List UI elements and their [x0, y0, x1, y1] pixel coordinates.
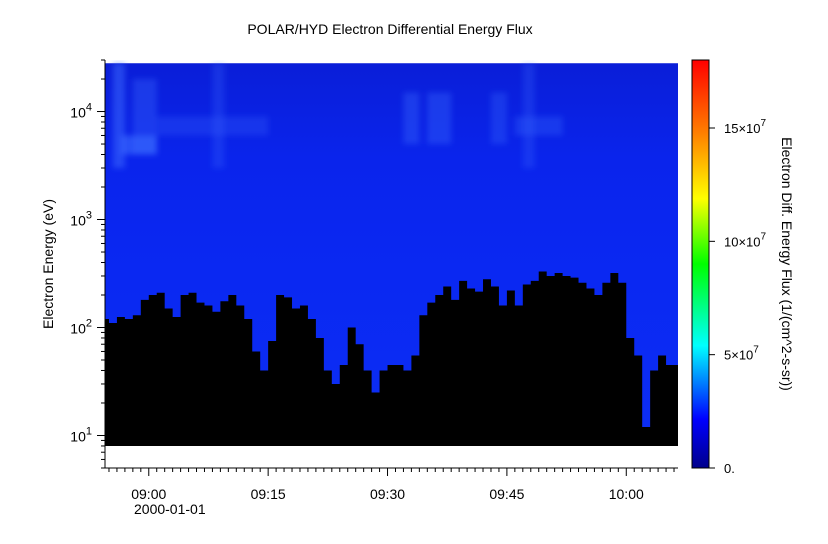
colorbar-frame	[691, 59, 710, 469]
x-tick-label: 09:30	[370, 486, 405, 502]
x-date-label: 2000-01-01	[134, 501, 206, 517]
flux-patch	[522, 63, 535, 168]
flux-patch	[427, 92, 452, 145]
y-tick-label: 102	[70, 318, 92, 337]
colorbar-label: Electron Diff. Energy Flux (1/(cm^2-s-sr…	[779, 137, 795, 391]
colorbar-tick-label: 5×107	[724, 345, 759, 363]
y-axis-label: Electron Energy (eV)	[40, 199, 56, 329]
flux-patch	[403, 92, 420, 145]
chart-title: POLAR/HYD Electron Differential Energy F…	[247, 21, 532, 37]
flux-patch	[514, 116, 563, 136]
flux-patch	[112, 63, 125, 168]
colorbar-tick-label: 0.	[724, 461, 735, 476]
colorbar-tick-label: 15×107	[724, 118, 767, 136]
x-tick-label: 09:15	[251, 486, 286, 502]
low-energy-cutoff-region	[105, 271, 678, 446]
flux-patch	[120, 135, 157, 155]
x-tick-label: 09:00	[131, 486, 166, 502]
y-tick-label: 101	[70, 425, 92, 444]
y-axis: 101 102 103 104	[70, 59, 106, 469]
flux-patch	[490, 92, 507, 145]
flux-enhancements	[112, 63, 563, 168]
y-tick-label: 104	[70, 102, 92, 121]
y-tick-label: 103	[70, 210, 92, 229]
flux-patch	[212, 63, 225, 168]
colorbar-axis: 0. 5×107 10×107 15×107	[691, 59, 767, 476]
colorbar-tick-label: 10×107	[724, 231, 767, 249]
x-axis: 09:00 09:15 09:30 09:45 10:00	[105, 467, 678, 502]
plot-area	[105, 60, 678, 468]
x-tick-label: 10:00	[609, 486, 644, 502]
colorbar	[692, 60, 709, 468]
x-tick-label: 09:45	[489, 486, 524, 502]
